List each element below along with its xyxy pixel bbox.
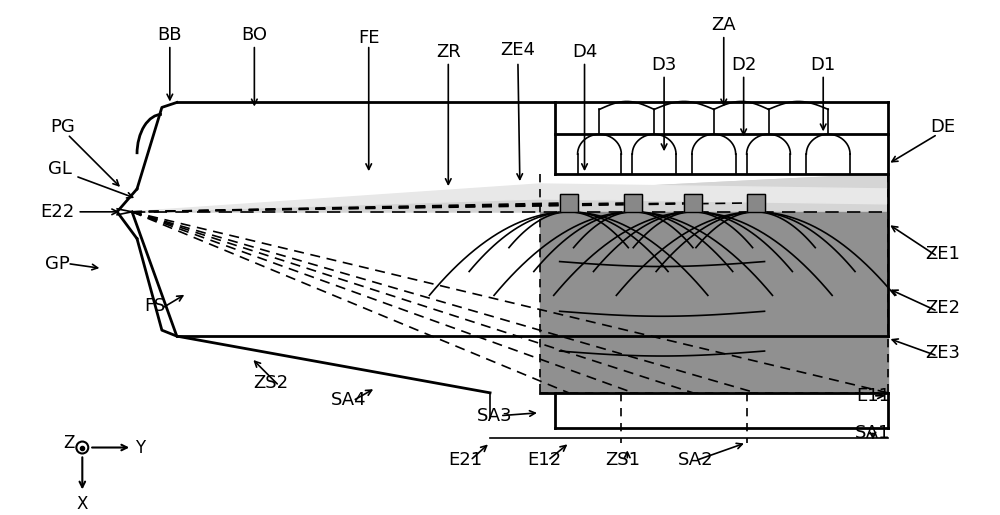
Text: E11: E11: [856, 387, 890, 405]
Text: ZR: ZR: [436, 43, 461, 61]
Text: D3: D3: [651, 56, 677, 74]
Text: Y: Y: [135, 438, 145, 456]
Text: GP: GP: [45, 254, 70, 272]
Text: SA3: SA3: [477, 407, 513, 425]
Text: ZE4: ZE4: [500, 41, 535, 59]
Text: D2: D2: [731, 56, 756, 74]
Polygon shape: [624, 194, 642, 212]
Polygon shape: [747, 194, 765, 212]
Text: SA2: SA2: [678, 452, 714, 470]
Text: ZS2: ZS2: [254, 374, 289, 392]
Text: BO: BO: [241, 26, 267, 44]
Text: BB: BB: [158, 26, 182, 44]
Text: E12: E12: [528, 452, 562, 470]
Text: DE: DE: [930, 118, 955, 136]
Text: SA4: SA4: [331, 391, 367, 409]
Text: ZA: ZA: [711, 16, 736, 34]
Polygon shape: [540, 212, 888, 393]
Polygon shape: [132, 184, 888, 212]
Polygon shape: [132, 174, 888, 212]
Text: D4: D4: [572, 43, 597, 61]
Text: GL: GL: [48, 160, 71, 178]
Text: X: X: [77, 495, 88, 513]
Text: ZE3: ZE3: [925, 344, 960, 362]
Text: E21: E21: [448, 452, 482, 470]
Polygon shape: [132, 174, 888, 212]
Text: ZS1: ZS1: [605, 452, 640, 470]
Text: FE: FE: [358, 29, 379, 47]
Text: Z: Z: [64, 434, 75, 452]
Text: SA1: SA1: [855, 424, 891, 441]
Text: ZE2: ZE2: [925, 299, 960, 317]
Text: FS: FS: [144, 297, 166, 315]
Text: PG: PG: [50, 118, 75, 136]
Text: E22: E22: [40, 203, 75, 221]
Polygon shape: [560, 194, 578, 212]
Text: D1: D1: [811, 56, 836, 74]
Text: ZE1: ZE1: [925, 245, 960, 263]
Polygon shape: [684, 194, 702, 212]
